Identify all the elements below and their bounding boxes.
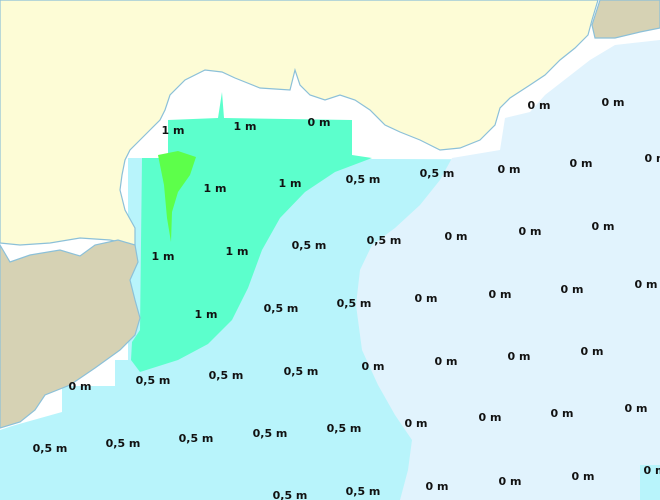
wave-height-label: 0 m xyxy=(498,163,521,176)
wave-height-label: 0,5 m xyxy=(209,369,244,382)
wave-height-label: 0 m xyxy=(415,292,438,305)
land-northeast xyxy=(591,0,660,39)
wave-height-label: 0 m xyxy=(625,402,648,415)
wave-height-label: 0 m xyxy=(479,411,502,424)
wave-height-label: 0 m xyxy=(572,470,595,483)
wave-height-label: 0,5 m xyxy=(327,422,362,435)
wave-height-label: 0,5 m xyxy=(284,365,319,378)
wave-height-label: 0 m xyxy=(69,380,92,393)
wave-height-label: 0 m xyxy=(528,99,551,112)
wave-height-label: 0,5 m xyxy=(337,297,372,310)
wave-height-label: 0 m xyxy=(405,417,428,430)
wave-height-label: 0 m xyxy=(602,96,625,109)
land-north xyxy=(0,0,599,246)
wave-height-label: 0,5 m xyxy=(420,167,455,180)
zone-peak xyxy=(158,151,196,242)
wave-height-label: 1 m xyxy=(234,120,257,133)
wave-height-labels: 1 m 1 m 0 m 0 m 0 m 1 m 1 m 0,5 m 0,5 m 0 m 0 m 0 m… xyxy=(33,96,660,500)
wave-height-label: 0 m xyxy=(308,116,331,129)
wave-height-label: 0 m xyxy=(561,283,584,296)
wave-height-label: 0,5 m xyxy=(179,432,214,445)
wave-height-label: 0 m xyxy=(570,157,593,170)
wave-height-label: 0 m xyxy=(635,278,658,291)
wave-height-label: 0,5 m xyxy=(292,239,327,252)
wave-height-label: 0,5 m xyxy=(346,485,381,498)
wave-height-label: 0 m xyxy=(645,152,660,165)
wave-height-label: 0,5 m xyxy=(264,302,299,315)
wave-height-label: 0,5 m xyxy=(367,234,402,247)
wave-height-label: 0,5 m xyxy=(253,427,288,440)
wave-height-label: 0 m xyxy=(499,475,522,488)
zone-0m xyxy=(356,40,660,500)
wave-height-label: 0 m xyxy=(508,350,531,363)
wave-height-label: 0,5 m xyxy=(136,374,171,387)
wave-height-label: 0 m xyxy=(426,480,449,493)
wave-height-label: 1 m xyxy=(226,245,249,258)
wave-height-label: 0 m xyxy=(551,407,574,420)
wave-height-label: 1 m xyxy=(162,124,185,137)
wave-height-label: 0,5 m xyxy=(273,489,308,500)
wave-height-label: 0,5 m xyxy=(106,437,141,450)
wave-height-label: 1 m xyxy=(152,250,175,263)
wave-height-label: 0 m xyxy=(445,230,468,243)
wave-height-label: 1 m xyxy=(279,177,302,190)
wave-height-label: 1 m xyxy=(195,308,218,321)
wave-height-label: 0 m xyxy=(644,464,660,477)
land-west xyxy=(0,239,141,429)
wave-height-label: 0 m xyxy=(581,345,604,358)
wave-height-label: 0 m xyxy=(489,288,512,301)
wave-height-label: 0 m xyxy=(435,355,458,368)
wave-height-label: 1 m xyxy=(204,182,227,195)
wave-height-label: 0,5 m xyxy=(346,173,381,186)
wave-height-label: 0 m xyxy=(592,220,615,233)
wave-height-label: 0 m xyxy=(519,225,542,238)
wave-height-label: 0 m xyxy=(362,360,385,373)
wave-height-label: 0,5 m xyxy=(33,442,68,455)
